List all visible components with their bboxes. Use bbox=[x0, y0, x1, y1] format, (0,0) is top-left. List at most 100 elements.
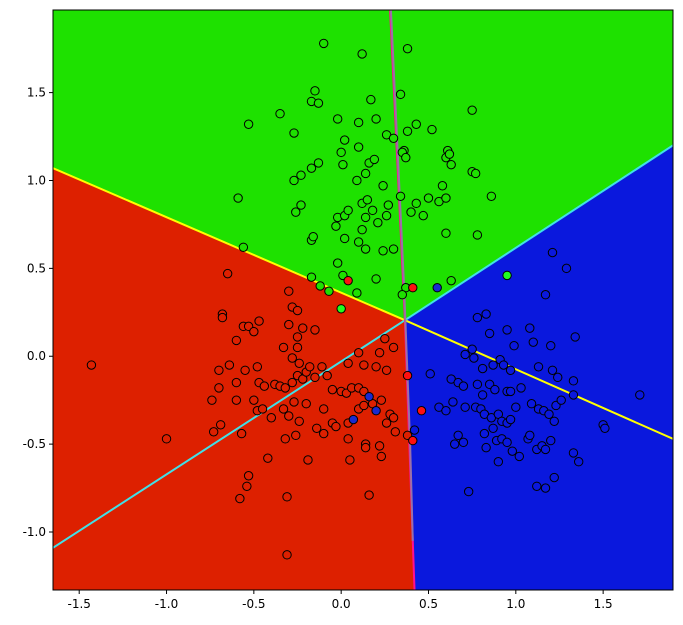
data-point bbox=[467, 105, 477, 115]
data-point bbox=[411, 198, 421, 209]
data-point bbox=[388, 133, 399, 144]
data-point bbox=[343, 434, 353, 444]
data-point bbox=[352, 175, 362, 186]
data-point bbox=[214, 383, 224, 393]
data-point bbox=[317, 362, 327, 372]
data-point bbox=[252, 362, 263, 372]
data-point bbox=[249, 395, 259, 405]
data-point bbox=[388, 413, 399, 423]
data-point bbox=[371, 114, 381, 124]
data-point bbox=[437, 181, 448, 191]
data-point bbox=[488, 360, 498, 370]
data-point bbox=[460, 349, 470, 360]
data-point bbox=[406, 207, 416, 217]
data-point bbox=[345, 455, 355, 465]
data-point bbox=[343, 275, 353, 286]
data-point bbox=[319, 428, 329, 439]
data-point bbox=[470, 168, 481, 179]
data-point bbox=[275, 108, 285, 119]
data-point bbox=[222, 268, 233, 279]
y-tick-label: -1.0 bbox=[23, 525, 46, 539]
data-point bbox=[514, 451, 525, 462]
data-point bbox=[402, 370, 413, 381]
data-point bbox=[353, 348, 364, 358]
data-point bbox=[359, 400, 369, 411]
data-point bbox=[306, 163, 317, 173]
data-point bbox=[312, 423, 322, 434]
data-point bbox=[453, 430, 463, 441]
data-point bbox=[357, 224, 367, 235]
data-point bbox=[284, 411, 294, 421]
data-point bbox=[296, 170, 306, 180]
data-point bbox=[289, 175, 299, 186]
data-point bbox=[449, 439, 460, 449]
data-point bbox=[371, 362, 381, 372]
data-point bbox=[231, 377, 242, 388]
data-point bbox=[289, 128, 299, 138]
data-point bbox=[561, 263, 572, 274]
data-point bbox=[477, 390, 488, 400]
data-point bbox=[540, 444, 551, 455]
data-point bbox=[284, 286, 294, 296]
data-point bbox=[207, 395, 217, 405]
data-point bbox=[532, 481, 542, 492]
x-tick-label: -1.5 bbox=[67, 597, 90, 611]
data-point bbox=[411, 119, 421, 129]
data-point bbox=[348, 414, 359, 425]
data-point bbox=[294, 416, 304, 426]
data-point bbox=[238, 242, 249, 252]
data-point bbox=[298, 323, 308, 333]
data-point bbox=[231, 395, 242, 405]
data-point bbox=[366, 94, 376, 105]
x-tick-label: 0.5 bbox=[419, 597, 438, 611]
data-point bbox=[301, 398, 311, 409]
data-point bbox=[294, 358, 304, 368]
data-point bbox=[383, 200, 394, 210]
data-point bbox=[263, 453, 273, 463]
data-point bbox=[380, 333, 390, 344]
data-point bbox=[86, 360, 97, 370]
y-tick-label: -0.5 bbox=[23, 437, 46, 451]
data-point bbox=[243, 119, 254, 129]
data-point bbox=[322, 370, 332, 381]
data-point bbox=[635, 390, 645, 400]
data-point bbox=[484, 328, 495, 339]
data-point bbox=[381, 210, 392, 221]
data-point bbox=[546, 435, 556, 446]
data-point bbox=[214, 365, 224, 376]
data-point bbox=[243, 471, 254, 481]
data-point bbox=[208, 427, 219, 437]
data-point bbox=[306, 272, 317, 282]
data-point bbox=[278, 404, 289, 414]
data-point bbox=[472, 379, 483, 390]
data-point bbox=[573, 456, 584, 467]
data-point bbox=[446, 159, 456, 170]
x-tick-label: 1.5 bbox=[594, 597, 613, 611]
data-point bbox=[472, 230, 483, 240]
data-point bbox=[544, 409, 554, 419]
data-point bbox=[364, 391, 374, 402]
data-point bbox=[388, 244, 399, 254]
data-point bbox=[549, 416, 559, 426]
data-point bbox=[257, 404, 268, 414]
data-point bbox=[331, 221, 341, 231]
data-point bbox=[376, 451, 387, 462]
data-point bbox=[353, 117, 364, 128]
data-point bbox=[259, 381, 270, 391]
data-point bbox=[507, 446, 518, 456]
data-point bbox=[367, 205, 378, 216]
data-point bbox=[402, 43, 413, 54]
data-point bbox=[352, 288, 362, 298]
data-point bbox=[448, 397, 458, 407]
data-point bbox=[568, 390, 579, 400]
data-point bbox=[373, 217, 383, 228]
data-point bbox=[343, 205, 353, 216]
data-point bbox=[547, 247, 558, 258]
data-point bbox=[395, 89, 406, 100]
y-tick-label: 1.5 bbox=[27, 86, 46, 100]
data-point bbox=[332, 114, 343, 124]
data-point bbox=[266, 413, 277, 423]
data-point bbox=[458, 381, 469, 391]
data-point bbox=[467, 344, 477, 354]
